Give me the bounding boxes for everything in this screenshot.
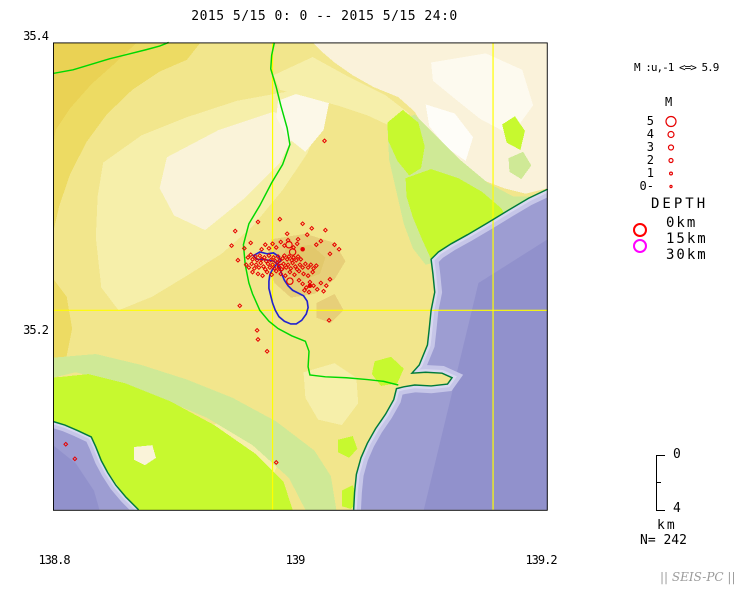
lon-label-139-2: 139.2: [525, 553, 557, 567]
magnitude-scale-circle-icon: [665, 115, 677, 128]
magnitude-scale-row: 1: [630, 167, 700, 180]
lon-label-138-8: 138.8: [38, 553, 70, 567]
scalebar-top-label: 0: [673, 447, 681, 462]
magnitude-scale-circle-icon: [669, 184, 673, 189]
magnitude-scale-circle-icon: [667, 130, 675, 139]
map-canvas: [53, 41, 549, 511]
lat-label-35-4: 35.4: [23, 29, 49, 43]
depth-15km-circle-icon: [633, 223, 647, 237]
magnitude-scale-label: 1: [646, 166, 654, 180]
magnitude-scale-row: 0-: [630, 180, 700, 193]
map-border: [53, 42, 548, 511]
depth-scale-label: 0km: [666, 215, 698, 231]
event-count-label: N= 242: [640, 533, 687, 548]
prefecture-boundary: [53, 41, 399, 386]
coastline: [53, 188, 549, 511]
magnitude-scale-label: 4: [646, 127, 654, 141]
lon-label-139: 139: [285, 553, 306, 567]
scalebar-bottom-label: 4: [673, 501, 681, 516]
magnitude-header: M: [665, 95, 673, 109]
lat-label-35-2: 35.2: [23, 323, 49, 337]
depth-scale-label: 15km: [666, 231, 708, 247]
magnitude-scale-label: 3: [646, 140, 654, 154]
epicenter-small-markers: [63, 138, 342, 465]
magnitude-size-scale: 5 4 3 2 1 0-: [630, 115, 700, 193]
magnitude-scale-circle-icon: [669, 171, 673, 176]
depth-scale: 0km 15km 30km: [666, 216, 708, 264]
magnitude-scale-row: 4: [630, 128, 700, 141]
scalebar-line: [656, 455, 657, 511]
magnitude-scale-row: 5: [630, 115, 700, 128]
depth-30km-circle-icon: [633, 239, 647, 253]
magnitude-scale-row: 3: [630, 141, 700, 154]
depth-scale-label: 30km: [666, 247, 708, 263]
scalebar-tick-bottom: [656, 510, 665, 511]
scalebar-tick-top: [656, 455, 665, 456]
magnitude-scale-label: 0-: [639, 179, 654, 193]
magnitude-scale-circle-icon: [667, 144, 675, 151]
time-range-title: 2015 5/15 0: 0 -- 2015 5/15 24:0: [191, 9, 458, 24]
magnitude-range-label: M :u,-1 <=> 5.9: [634, 61, 719, 74]
seis-pc-watermark: || SEIS-PC ||: [660, 570, 736, 584]
magnitude-scale-label: 5: [646, 114, 654, 128]
epicenter-medium-markers: [276, 240, 297, 285]
depth-header: DEPTH: [651, 196, 709, 212]
magnitude-scale-row: 2: [630, 154, 700, 167]
scalebar-unit-label: km: [657, 518, 677, 533]
magnitude-scale-label: 2: [646, 153, 654, 167]
epicenter-filled-markers: [300, 246, 313, 288]
magnitude-scale-circle-icon: [668, 157, 674, 164]
scalebar-tick-mid: [656, 482, 661, 483]
